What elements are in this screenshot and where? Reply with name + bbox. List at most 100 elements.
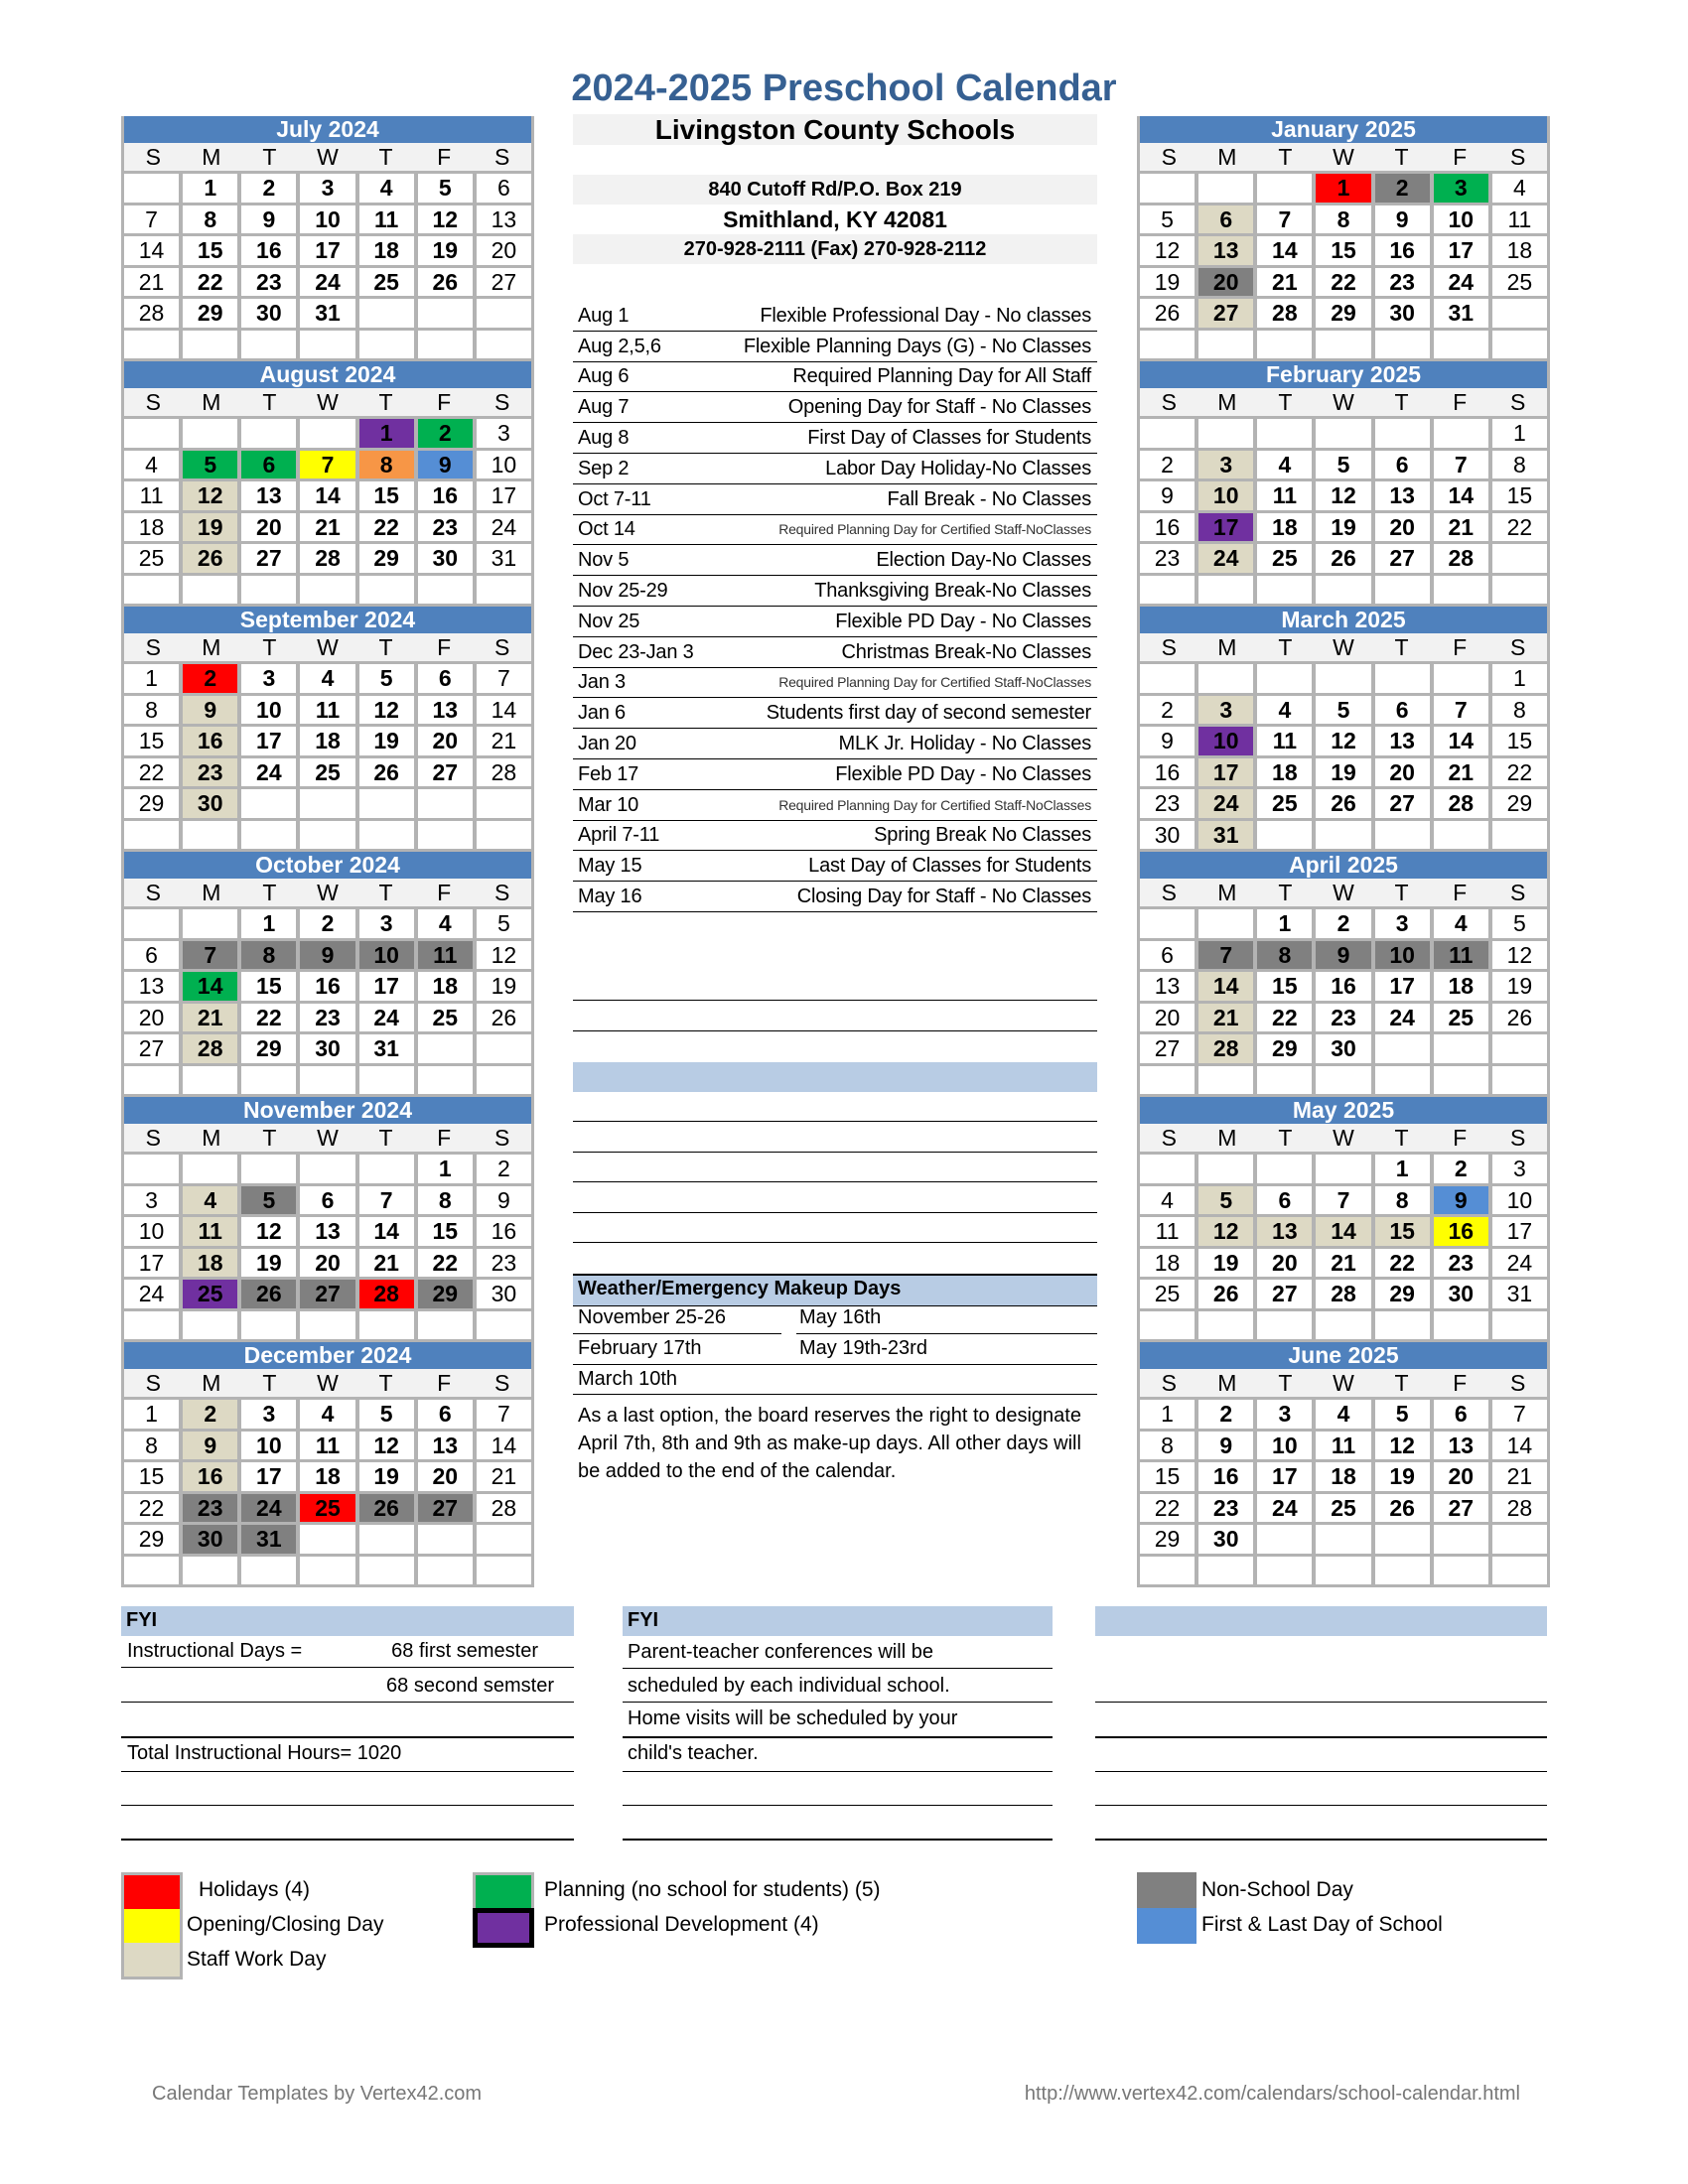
empty-cell bbox=[1374, 419, 1430, 448]
day-cell: 12 bbox=[417, 205, 473, 233]
empty-cell bbox=[1491, 299, 1547, 328]
day-cell: 23 bbox=[1140, 544, 1196, 573]
notes-right-header bbox=[1095, 1606, 1547, 1636]
day-cell: 27 bbox=[241, 544, 297, 573]
weekday-header: M bbox=[202, 389, 221, 415]
weekday-header: M bbox=[202, 1370, 221, 1396]
day-cell: 16 bbox=[1198, 1462, 1254, 1491]
day-cell: 14 bbox=[1433, 727, 1488, 755]
day-cell: 4 bbox=[417, 909, 473, 938]
day-cell: 10 bbox=[1433, 205, 1488, 233]
month-title: August 2024 bbox=[124, 361, 531, 388]
empty-cell bbox=[1433, 820, 1488, 849]
empty-cell bbox=[1433, 1065, 1488, 1094]
day-cell: 23 bbox=[241, 267, 297, 296]
empty-cell bbox=[1257, 575, 1313, 604]
empty-cell bbox=[300, 330, 355, 358]
empty-cell bbox=[1433, 419, 1488, 448]
month-calendar: August 2024 S M T W T F S 1 2 3 4 5 6 7 8 9 10 11 12 13 14 15 1… bbox=[124, 361, 531, 604]
event-description: Thanksgiving Break-No Classes bbox=[814, 580, 1091, 603]
weekday-header: F bbox=[1453, 1370, 1468, 1396]
day-cell: 24 bbox=[124, 1280, 180, 1308]
fyi-row: Home visits will be scheduled by your bbox=[623, 1703, 1053, 1738]
empty-cell bbox=[358, 1155, 414, 1183]
empty-cell bbox=[1316, 419, 1371, 448]
day-cell: 13 bbox=[1198, 236, 1254, 265]
day-cell: 15 bbox=[124, 727, 180, 755]
empty-cell bbox=[1374, 664, 1430, 693]
weekday-header: M bbox=[202, 634, 221, 660]
empty-cell bbox=[1433, 1034, 1488, 1063]
empty-cell bbox=[1140, 664, 1196, 693]
weekday-header: T bbox=[378, 1125, 393, 1151]
event-date: Aug 7 bbox=[578, 396, 630, 419]
event-row: May 15 Last Day of Classes for Students bbox=[573, 851, 1097, 883]
empty-cell bbox=[1198, 174, 1254, 203]
empty-cell bbox=[476, 1556, 531, 1584]
legend-label: Holidays (4) bbox=[199, 1878, 311, 1901]
empty-cell bbox=[1316, 1155, 1371, 1183]
weekday-header: T bbox=[1394, 1370, 1409, 1396]
day-cell: 14 bbox=[476, 695, 531, 724]
empty-cell bbox=[300, 1525, 355, 1554]
empty-cell bbox=[476, 1034, 531, 1063]
empty-cell bbox=[183, 1310, 238, 1339]
day-cell: 4 bbox=[358, 174, 414, 203]
day-cell: 15 bbox=[417, 1217, 473, 1246]
day-cell: 30 bbox=[1316, 1034, 1371, 1063]
day-cell: 23 bbox=[476, 1248, 531, 1277]
day-cell: 1 bbox=[358, 419, 414, 448]
day-cell: 8 bbox=[241, 940, 297, 969]
day-cell: 25 bbox=[1140, 1280, 1196, 1308]
empty-cell bbox=[183, 1155, 238, 1183]
weekday-header: S bbox=[494, 1125, 510, 1151]
day-cell: 11 bbox=[1491, 205, 1547, 233]
event-description: Required Planning Day for All Staff bbox=[792, 365, 1091, 388]
empty-cell bbox=[1316, 1556, 1371, 1584]
day-cell: 26 bbox=[1198, 1280, 1254, 1308]
day-cell: 19 bbox=[1316, 757, 1371, 786]
event-date: Aug 2,5,6 bbox=[578, 335, 661, 357]
event-row: Aug 7 Opening Day for Staff - No Classes bbox=[573, 392, 1097, 424]
day-cell: 25 bbox=[417, 1003, 473, 1031]
day-cell: 15 bbox=[1491, 481, 1547, 510]
day-cell: 28 bbox=[1198, 1034, 1254, 1063]
month-title: July 2024 bbox=[124, 116, 531, 143]
day-grid: 1 2 3 4 5 6 7 8 9 10 11 12 13 14 15 16 17 18 19 20 21 22 23 24 2… bbox=[1140, 416, 1547, 604]
legend-label: Staff Work Day bbox=[187, 1948, 327, 1971]
school-address: 840 Cutoff Rd/P.O. Box 219 bbox=[573, 175, 1097, 205]
legend-swatch-opening-closing bbox=[121, 1909, 183, 1943]
empty-cell bbox=[300, 1065, 355, 1094]
empty-cell bbox=[1491, 820, 1547, 849]
footer-url[interactable]: http://www.vertex42.com/calendars/school… bbox=[1024, 2083, 1520, 2105]
month-calendar: February 2025 S M T W T F S 1 2 3 4 5 6 7 8 9 10 11 12 13 14 1… bbox=[1140, 361, 1547, 604]
empty-cell bbox=[476, 1310, 531, 1339]
empty-cell bbox=[241, 1065, 297, 1094]
day-cell: 10 bbox=[1257, 1431, 1313, 1459]
day-cell: 11 bbox=[300, 695, 355, 724]
fyi-row bbox=[1095, 1636, 1547, 1703]
fyi-row: scheduled by each individual school. bbox=[623, 1669, 1053, 1703]
legend-swatch-planning bbox=[473, 1872, 534, 1909]
empty-cell bbox=[476, 1525, 531, 1554]
weekday-header: T bbox=[1278, 1370, 1293, 1396]
day-cell: 27 bbox=[1140, 1034, 1196, 1063]
day-cell: 7 bbox=[183, 940, 238, 969]
day-cell: 1 bbox=[1257, 909, 1313, 938]
day-cell: 26 bbox=[1316, 544, 1371, 573]
day-cell: 14 bbox=[1316, 1217, 1371, 1246]
day-grid: 1 2 3 4 5 6 7 8 9 10 11 12 13 14 15 16 17 18 19 20 21 22 23 24 2… bbox=[1140, 906, 1547, 1094]
weekday-header: S bbox=[145, 634, 161, 660]
empty-cell bbox=[1198, 330, 1254, 358]
event-description: Flexible PD Day - No Classes bbox=[835, 610, 1091, 632]
day-cell: 31 bbox=[358, 1034, 414, 1063]
event-description: Election Day-No Classes bbox=[876, 549, 1091, 572]
day-cell: 19 bbox=[1374, 1462, 1430, 1491]
school-city: Smithland, KY 42081 bbox=[573, 205, 1097, 234]
day-cell: 8 bbox=[124, 1431, 180, 1459]
day-cell: 6 bbox=[417, 664, 473, 693]
event-row: Sep 2 Labor Day Holiday-No Classes bbox=[573, 454, 1097, 484]
weekday-header: M bbox=[202, 144, 221, 170]
